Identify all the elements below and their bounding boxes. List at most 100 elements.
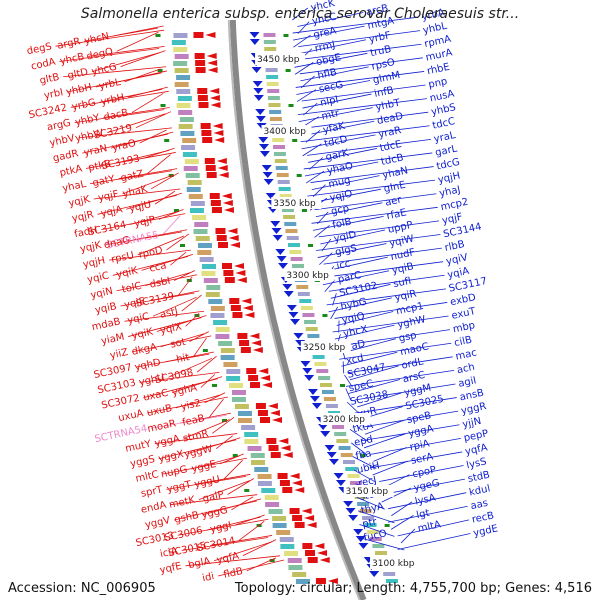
right-gene-label[interactable]: mtgA bbox=[367, 16, 396, 32]
right-gene-label[interactable]: gcp bbox=[330, 203, 350, 218]
left-gene-label[interactable]: feaB bbox=[181, 413, 206, 429]
right-gene-label[interactable]: yqjO bbox=[329, 189, 354, 205]
left-gene-label[interactable]: yggX bbox=[157, 449, 184, 465]
right-gene-label[interactable]: yhbL bbox=[422, 21, 448, 37]
right-gene-label[interactable]: tdcD bbox=[323, 134, 349, 150]
right-gene-label[interactable]: folB bbox=[332, 217, 353, 232]
right-gene-label[interactable]: arcB bbox=[365, 3, 389, 18]
left-gene-label[interactable]: yhcB bbox=[59, 51, 86, 67]
left-gene-label[interactable]: codA bbox=[30, 57, 57, 73]
right-gene-label[interactable]: pepP bbox=[463, 428, 490, 444]
left-gene-label[interactable]: nupG bbox=[160, 464, 188, 480]
right-gene-label[interactable]: ubiH bbox=[356, 460, 381, 476]
left-gene-label[interactable]: yqjK bbox=[79, 240, 103, 255]
right-gene-label[interactable]: tdcE bbox=[379, 139, 403, 154]
right-gene-label[interactable]: greA bbox=[312, 25, 337, 41]
left-gene-label[interactable]: yghA bbox=[171, 383, 198, 399]
left-gene-label[interactable]: gshB bbox=[173, 510, 200, 526]
left-gene-label[interactable]: uxuA bbox=[117, 408, 144, 424]
left-gene-label[interactable]: mltC bbox=[135, 469, 160, 485]
left-gene-label[interactable]: argG bbox=[46, 118, 72, 134]
right-gene-label[interactable]: sufI bbox=[392, 276, 412, 291]
left-gene-label[interactable]: yrbL bbox=[98, 77, 122, 92]
right-gene-label[interactable]: mcp2 bbox=[440, 197, 470, 214]
left-gene-label[interactable]: yiaM bbox=[100, 332, 125, 348]
left-gene-label[interactable]: hit bbox=[175, 352, 190, 365]
right-gene-label[interactable]: rpsO bbox=[371, 57, 396, 73]
left-gene-label[interactable]: yggS bbox=[129, 454, 156, 470]
left-gene-label[interactable]: yqiC bbox=[126, 311, 150, 326]
right-gene-label[interactable]: truB bbox=[369, 44, 392, 59]
left-gene-label[interactable]: yqiK bbox=[115, 265, 139, 280]
right-gene-label[interactable]: gsp bbox=[398, 330, 418, 344]
right-gene-label[interactable]: maoC bbox=[399, 341, 430, 358]
right-gene-label[interactable]: rfaE bbox=[386, 207, 408, 222]
right-gene-label[interactable]: yqiB bbox=[391, 261, 415, 276]
left-gene-label[interactable]: yhcN bbox=[83, 31, 110, 47]
right-gene-label[interactable]: yqiR bbox=[394, 288, 418, 303]
right-gene-label[interactable]: rlbB bbox=[444, 239, 466, 254]
right-gene-label[interactable]: lgt bbox=[415, 508, 430, 521]
right-gene-label[interactable]: yfaK bbox=[322, 121, 346, 136]
right-gene-label[interactable]: yqiV bbox=[445, 252, 469, 267]
right-gene-label[interactable]: tdcC bbox=[432, 116, 457, 131]
right-gene-label[interactable]: yhbS bbox=[430, 102, 457, 118]
left-gene-label[interactable]: sprT bbox=[140, 484, 164, 499]
left-gene-label[interactable]: gatY bbox=[92, 174, 117, 190]
left-gene-label[interactable]: rpoD bbox=[138, 245, 164, 261]
left-gene-label[interactable]: gltB bbox=[39, 72, 61, 87]
right-gene-label[interactable]: gIgS bbox=[334, 243, 358, 258]
right-gene-label[interactable]: yhaJ bbox=[438, 184, 461, 199]
right-gene-label[interactable]: hybG bbox=[340, 297, 368, 313]
left-gene-label[interactable]: degQ bbox=[86, 46, 115, 62]
left-gene-label[interactable]: yqjF bbox=[97, 189, 120, 204]
left-gene-label[interactable]: iciA bbox=[159, 546, 179, 561]
right-gene-label[interactable]: nudF bbox=[390, 247, 417, 263]
right-gene-label[interactable]: yhcC bbox=[311, 12, 338, 28]
left-gene-label[interactable]: yggU bbox=[193, 474, 221, 490]
left-gene-label[interactable]: gltD bbox=[67, 67, 90, 82]
left-gene-label[interactable]: yqjA bbox=[100, 204, 124, 219]
right-gene-label[interactable]: speC bbox=[348, 378, 374, 394]
left-gene-label[interactable]: fadH bbox=[73, 225, 98, 241]
right-gene-label[interactable]: aas bbox=[470, 498, 489, 512]
right-gene-label[interactable]: yhbT bbox=[375, 97, 402, 113]
left-gene-label[interactable]: gadR bbox=[52, 148, 80, 164]
right-gene-label[interactable]: garK bbox=[325, 148, 350, 164]
left-gene-label[interactable]: gatZ bbox=[120, 169, 145, 185]
right-gene-label[interactable]: agiI bbox=[457, 375, 477, 390]
left-gene-label[interactable]: yhbW bbox=[74, 128, 104, 145]
left-gene-label[interactable]: dsbI bbox=[149, 276, 172, 291]
right-gene-label[interactable]: mbp bbox=[452, 320, 476, 335]
right-gene-label[interactable]: nusA bbox=[429, 89, 456, 105]
right-gene-label[interactable]: yggR bbox=[460, 401, 487, 417]
left-gene-label[interactable]: stmR bbox=[182, 428, 210, 444]
left-gene-label[interactable]: yqiK bbox=[131, 326, 155, 341]
left-gene-label[interactable]: yggA bbox=[154, 434, 181, 450]
right-gene-label[interactable]: yggA bbox=[407, 424, 434, 440]
right-gene-label[interactable]: yghW bbox=[396, 314, 426, 331]
left-gene-label[interactable]: yqjP bbox=[133, 215, 156, 230]
left-gene-label[interactable]: yiiZ bbox=[109, 347, 129, 362]
right-gene-label[interactable]: hflB bbox=[317, 67, 338, 82]
left-gene-label[interactable]: yggW bbox=[183, 444, 213, 461]
left-gene-label[interactable]: yraN bbox=[83, 143, 108, 159]
right-gene-label[interactable]: exbD bbox=[449, 292, 477, 308]
left-gene-label[interactable]: yraO bbox=[111, 138, 137, 154]
right-gene-label[interactable]: yqjH bbox=[437, 171, 461, 186]
right-gene-label[interactable]: secG bbox=[318, 80, 344, 96]
right-gene-label[interactable]: yqiQ bbox=[341, 311, 366, 327]
right-gene-label[interactable]: epd bbox=[353, 434, 374, 449]
left-gene-label[interactable]: yqhD bbox=[134, 357, 162, 373]
right-gene-label[interactable]: tdcB bbox=[380, 152, 405, 167]
right-gene-label[interactable]: yraR bbox=[377, 125, 402, 141]
right-gene-label[interactable]: deaD bbox=[376, 111, 404, 127]
left-gene-label[interactable]: ptkB bbox=[87, 158, 112, 174]
right-gene-label[interactable]: speB bbox=[406, 410, 432, 426]
right-gene-label[interactable]: yqiA bbox=[446, 266, 470, 281]
left-gene-label[interactable]: yhbY bbox=[74, 112, 101, 128]
left-gene-label[interactable]: idi bbox=[201, 571, 215, 584]
right-gene-label[interactable]: cilB bbox=[453, 335, 473, 350]
left-gene-label[interactable]: yqiE bbox=[123, 296, 146, 311]
